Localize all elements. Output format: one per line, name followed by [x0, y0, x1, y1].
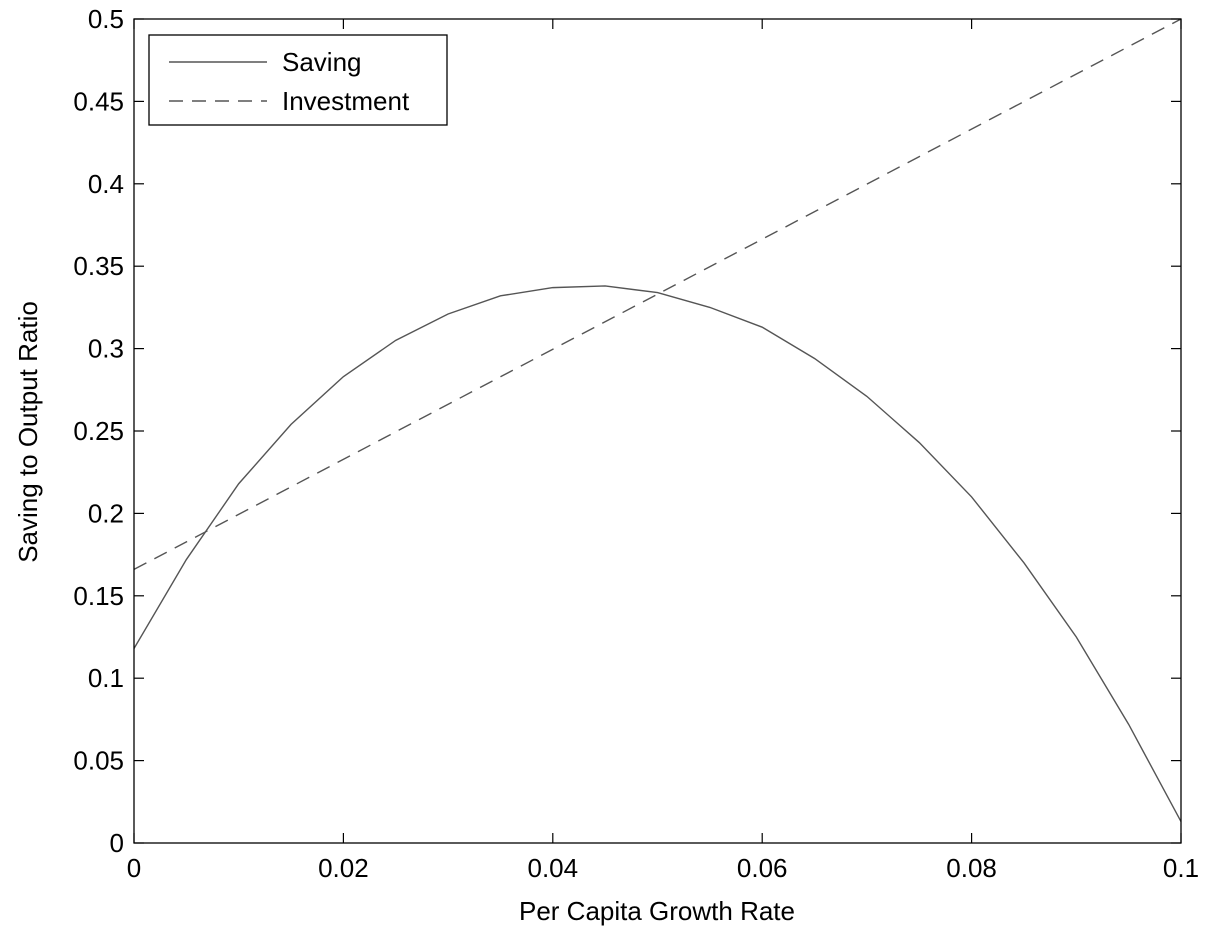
axes-layer: 0 0.02 0.04 0.06 0.08 0.1 0 0.05 0.1 0.15 0.2 0.25 0…: [73, 4, 1199, 883]
series-line-saving: [133, 285, 1182, 822]
x-tick-label: 0.08: [946, 853, 997, 883]
y-tick-label: 0.05: [73, 746, 124, 776]
x-tick-label: 0.06: [737, 853, 788, 883]
x-tick-label: 0.1: [1163, 853, 1199, 883]
x-tick-label: 0.04: [527, 853, 578, 883]
plot-frame: [133, 18, 1182, 844]
legend-label-saving: Saving: [282, 47, 362, 77]
plot-layer: [133, 18, 1182, 822]
y-tick-label: 0.45: [73, 86, 124, 116]
x-axis-label: Per Capita Growth Rate: [519, 896, 795, 926]
y-tick-label: 0.1: [88, 663, 124, 693]
x-tick-label: 0.02: [318, 853, 369, 883]
y-tick-label: 0.4: [88, 169, 124, 199]
x-tick-label: 0: [127, 853, 141, 883]
y-tick-label: 0.2: [88, 498, 124, 528]
legend-box: [148, 34, 448, 126]
y-tick-label: 0: [110, 828, 124, 858]
y-tick-label: 0.25: [73, 416, 124, 446]
legend-label-investment: Investment: [282, 86, 410, 116]
y-tick-label: 0.5: [88, 4, 124, 34]
y-axis-label: Saving to Output Ratio: [13, 301, 43, 563]
legend: Saving Investment: [148, 34, 448, 126]
y-tick-label: 0.3: [88, 334, 124, 364]
y-tick-label: 0.15: [73, 581, 124, 611]
y-tick-label: 0.35: [73, 251, 124, 281]
series-line-investment: [133, 18, 1182, 571]
